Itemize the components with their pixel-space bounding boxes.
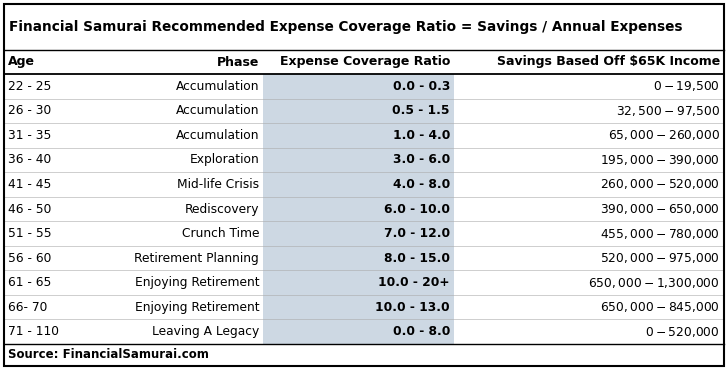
Text: $520,000 - $975,000: $520,000 - $975,000 xyxy=(600,251,720,265)
Text: Age: Age xyxy=(8,56,35,68)
Text: Accumulation: Accumulation xyxy=(175,104,259,117)
Text: $0 - $19,500: $0 - $19,500 xyxy=(653,79,720,93)
Text: Source: FinancialSamurai.com: Source: FinancialSamurai.com xyxy=(8,349,209,361)
Text: 66- 70: 66- 70 xyxy=(8,301,47,314)
Text: Financial Samurai Recommended Expense Coverage Ratio = Savings / Annual Expenses: Financial Samurai Recommended Expense Co… xyxy=(9,20,683,34)
Text: Rediscovery: Rediscovery xyxy=(185,202,259,215)
Text: $32,500 - $97,500: $32,500 - $97,500 xyxy=(616,104,720,118)
Bar xyxy=(264,74,454,344)
Text: $650,000 - $845,000: $650,000 - $845,000 xyxy=(600,300,720,314)
Text: Accumulation: Accumulation xyxy=(175,80,259,93)
Text: 31 - 35: 31 - 35 xyxy=(8,129,52,142)
Text: 10.0 - 13.0: 10.0 - 13.0 xyxy=(376,301,450,314)
Text: 51 - 55: 51 - 55 xyxy=(8,227,52,240)
Text: 7.0 - 12.0: 7.0 - 12.0 xyxy=(384,227,450,240)
Text: Exploration: Exploration xyxy=(189,154,259,166)
Text: Savings Based Off $65K Income: Savings Based Off $65K Income xyxy=(496,56,720,68)
Text: 8.0 - 15.0: 8.0 - 15.0 xyxy=(384,252,450,265)
Text: 71 - 110: 71 - 110 xyxy=(8,325,59,338)
Text: 46 - 50: 46 - 50 xyxy=(8,202,52,215)
Text: 0.0 - 8.0: 0.0 - 8.0 xyxy=(392,325,450,338)
Text: 61 - 65: 61 - 65 xyxy=(8,276,52,289)
Text: 0.5 - 1.5: 0.5 - 1.5 xyxy=(392,104,450,117)
Text: $390,000 - $650,000: $390,000 - $650,000 xyxy=(600,202,720,216)
Text: 1.0 - 4.0: 1.0 - 4.0 xyxy=(392,129,450,142)
Text: Crunch Time: Crunch Time xyxy=(182,227,259,240)
Text: 10.0 - 20+: 10.0 - 20+ xyxy=(379,276,450,289)
Text: 3.0 - 6.0: 3.0 - 6.0 xyxy=(392,154,450,166)
Text: Enjoying Retirement: Enjoying Retirement xyxy=(135,301,259,314)
Text: 6.0 - 10.0: 6.0 - 10.0 xyxy=(384,202,450,215)
Text: Mid-life Crisis: Mid-life Crisis xyxy=(177,178,259,191)
Text: Enjoying Retirement: Enjoying Retirement xyxy=(135,276,259,289)
Text: Accumulation: Accumulation xyxy=(175,129,259,142)
Text: $195,000 - $390,000: $195,000 - $390,000 xyxy=(600,153,720,167)
Text: 41 - 45: 41 - 45 xyxy=(8,178,52,191)
Text: $0 - $520,000: $0 - $520,000 xyxy=(646,325,720,339)
Text: $650,000 - $1,300,000: $650,000 - $1,300,000 xyxy=(588,276,720,290)
Text: $455,000 - $780,000: $455,000 - $780,000 xyxy=(600,226,720,240)
Text: 0.0 - 0.3: 0.0 - 0.3 xyxy=(392,80,450,93)
Text: $65,000 - $260,000: $65,000 - $260,000 xyxy=(608,128,720,142)
Text: Leaving A Legacy: Leaving A Legacy xyxy=(152,325,259,338)
Text: 22 - 25: 22 - 25 xyxy=(8,80,52,93)
Text: Expense Coverage Ratio: Expense Coverage Ratio xyxy=(280,56,450,68)
Text: 4.0 - 8.0: 4.0 - 8.0 xyxy=(392,178,450,191)
Text: $260,000 - $520,000: $260,000 - $520,000 xyxy=(600,178,720,191)
Text: 56 - 60: 56 - 60 xyxy=(8,252,52,265)
Text: 36 - 40: 36 - 40 xyxy=(8,154,51,166)
Text: Phase: Phase xyxy=(217,56,259,68)
Text: Retirement Planning: Retirement Planning xyxy=(135,252,259,265)
Text: 26 - 30: 26 - 30 xyxy=(8,104,51,117)
